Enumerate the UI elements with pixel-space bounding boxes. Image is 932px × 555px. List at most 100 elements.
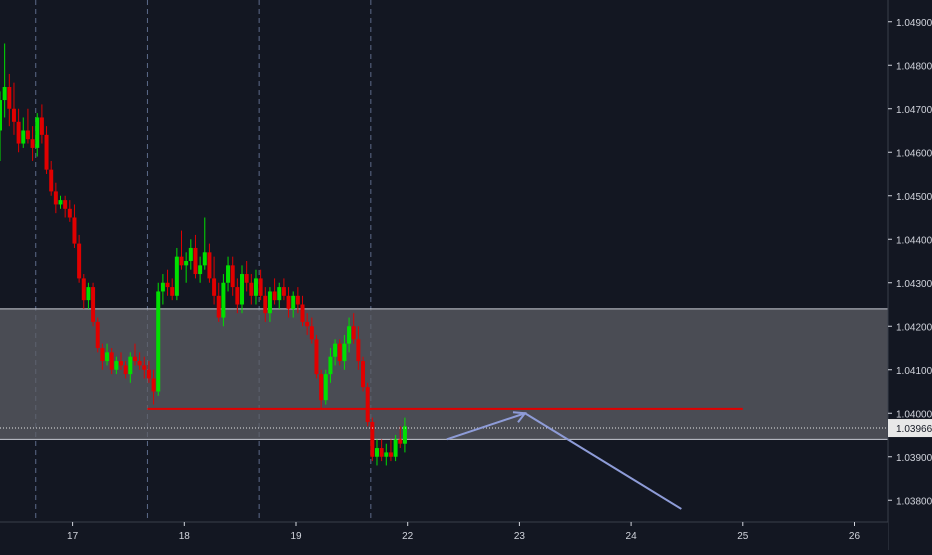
- candle-body: [49, 169, 54, 192]
- candle-body: [393, 439, 398, 457]
- candle: [365, 382, 370, 427]
- candle: [286, 287, 291, 318]
- candle-body: [356, 339, 361, 362]
- candle: [156, 282, 161, 396]
- candle-body: [193, 247, 198, 275]
- candle-body: [142, 365, 147, 370]
- candle-body: [370, 421, 375, 457]
- candle-body: [342, 343, 347, 362]
- candle-body: [86, 287, 91, 301]
- price-axis: 1.04900 1.04800 1.04700 1.04600 1.04500 1.044…: [887, 0, 932, 550]
- candle-body: [212, 278, 217, 296]
- candle: [323, 369, 328, 405]
- candle-body: [7, 87, 12, 109]
- candle: [151, 369, 156, 405]
- candle: [277, 282, 282, 309]
- candle: [21, 117, 26, 148]
- candle-body: [77, 243, 82, 279]
- candle-body: [258, 278, 263, 296]
- price-tick-label: 1.04300: [896, 279, 932, 290]
- candle-body: [81, 278, 86, 301]
- price-tick-label: 1.04600: [896, 148, 932, 159]
- candle-body: [58, 200, 63, 205]
- candle: [291, 291, 296, 318]
- candle-body: [374, 448, 379, 457]
- candle-body: [72, 217, 77, 244]
- candle: [119, 352, 124, 370]
- annotations: [0, 407, 888, 510]
- candle-body: [263, 295, 268, 314]
- candle-body: [95, 321, 100, 348]
- candle: [109, 348, 114, 375]
- candle: [91, 282, 96, 327]
- candle-body: [132, 356, 137, 362]
- candle-body: [253, 278, 258, 296]
- candle: [305, 313, 310, 335]
- candle-body: [226, 265, 231, 283]
- candle: [244, 261, 249, 292]
- candle: [142, 356, 147, 379]
- candle: [53, 182, 58, 214]
- candle-body: [128, 356, 133, 375]
- candle: [132, 343, 137, 366]
- candle: [356, 326, 361, 370]
- candle: [370, 417, 375, 462]
- time-tick-label: 25: [737, 531, 749, 542]
- candle-body: [281, 287, 286, 296]
- candle-body: [198, 265, 203, 275]
- candle: [258, 269, 263, 301]
- candle-body: [170, 287, 175, 296]
- candle-body: [114, 361, 119, 370]
- candle-body: [11, 108, 16, 122]
- candle: [63, 195, 68, 218]
- candle: [198, 256, 203, 283]
- candle: [249, 274, 254, 305]
- candle-body: [347, 326, 352, 344]
- candle: [35, 113, 40, 157]
- candle-body: [244, 274, 249, 283]
- candle-body: [16, 121, 21, 144]
- candle: [137, 352, 142, 370]
- candle: [337, 339, 342, 366]
- candle: [216, 282, 221, 322]
- candle-body: [249, 282, 254, 296]
- candle: [105, 343, 110, 366]
- candle: [207, 243, 212, 283]
- candle: [402, 417, 407, 453]
- price-tick-label: 1.04700: [896, 105, 932, 116]
- candle-body: [156, 291, 161, 392]
- candle-body: [179, 256, 184, 266]
- candle-body: [105, 352, 110, 362]
- candle-body: [202, 252, 207, 266]
- price-tick-label: 1.03800: [896, 496, 932, 507]
- candle-body: [277, 287, 282, 301]
- candle: [67, 200, 72, 222]
- candle: [230, 256, 235, 296]
- candle-body: [63, 200, 68, 209]
- candle-body: [174, 256, 179, 296]
- candle-body: [361, 361, 366, 388]
- price-tick-label: 1.04000: [896, 409, 932, 420]
- candle-body: [165, 282, 170, 288]
- candle-body: [119, 361, 124, 366]
- price-tick-label: 1.04900: [896, 18, 932, 29]
- price-tick-label: 1.04100: [896, 366, 932, 377]
- time-tick-label: 26: [849, 531, 861, 542]
- candle-body: [333, 343, 338, 357]
- candle: [314, 334, 319, 379]
- candle-body: [216, 295, 221, 318]
- candle-body: [188, 247, 193, 261]
- candle: [300, 295, 305, 327]
- resistance-zone: [0, 308, 888, 440]
- candle-body: [384, 452, 389, 457]
- candle: [49, 160, 54, 196]
- candle: [44, 126, 49, 174]
- candle: [77, 234, 82, 283]
- candle-body: [151, 378, 156, 392]
- candle-body: [44, 134, 49, 170]
- candle: [174, 247, 179, 301]
- candle: [123, 361, 128, 379]
- candle: [263, 287, 268, 322]
